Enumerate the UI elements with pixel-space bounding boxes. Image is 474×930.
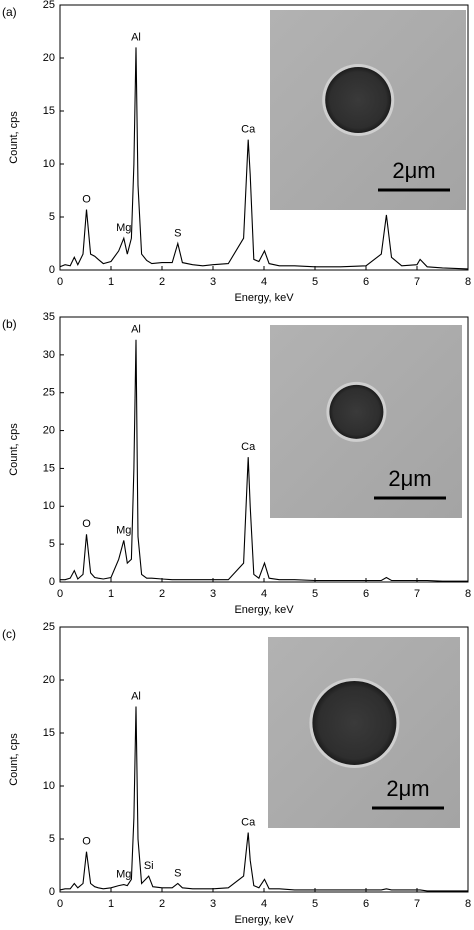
- chart-panel: 2μm 0 5 10 15 20 25 0 1 2 3 4 5 6 7 8 Energy, keV Count, …: [2, 0, 471, 304]
- y-tick-label: 0: [49, 886, 55, 898]
- panel-label: (b): [2, 317, 17, 331]
- y-tick-label: 35: [43, 311, 55, 323]
- peak-label: Si: [144, 860, 154, 872]
- x-tick-label: 3: [210, 898, 216, 910]
- scale-bar-label: 2μm: [388, 466, 431, 491]
- peak-label: S: [174, 227, 181, 239]
- x-tick-label: 7: [414, 898, 420, 910]
- peak-label: Mg: [116, 524, 131, 536]
- x-tick-label: 0: [57, 588, 63, 600]
- y-tick-label: 0: [49, 264, 55, 276]
- x-tick-label: 1: [108, 588, 114, 600]
- spectrum-line: [59, 47, 469, 270]
- chart-panel: 2μm 0 5 10 15 20 25 0 1 2 3 4 5 6 7 8 Energy, keV Count, …: [2, 621, 471, 926]
- peak-label: S: [174, 867, 181, 879]
- x-tick-label: 8: [465, 276, 471, 288]
- y-tick-label: 25: [43, 387, 55, 399]
- peak-label: Al: [131, 31, 141, 43]
- x-tick-label: 4: [261, 276, 267, 288]
- y-tick-label: 15: [43, 462, 55, 474]
- pore: [325, 67, 392, 133]
- y-axis-label: Count, cps: [8, 423, 20, 476]
- x-tick-label: 0: [57, 276, 63, 288]
- panel-label: (a): [2, 5, 17, 19]
- x-axis-label: Energy, keV: [234, 292, 294, 304]
- x-tick-label: 2: [159, 276, 165, 288]
- peak-label: Ca: [241, 817, 256, 829]
- y-tick-label: 15: [43, 105, 55, 117]
- peak-label: O: [82, 836, 91, 848]
- peak-label: Ca: [241, 441, 256, 453]
- x-tick-label: 7: [414, 588, 420, 600]
- x-tick-label: 2: [159, 588, 165, 600]
- y-tick-label: 10: [43, 500, 55, 512]
- x-tick-label: 8: [465, 898, 471, 910]
- y-tick-label: 10: [43, 158, 55, 170]
- peak-label: Mg: [116, 222, 131, 234]
- peak-label: Mg: [116, 868, 131, 880]
- pore: [329, 384, 384, 439]
- x-tick-label: 8: [465, 588, 471, 600]
- y-tick-label: 20: [43, 52, 55, 64]
- x-tick-label: 1: [108, 898, 114, 910]
- x-tick-label: 6: [363, 898, 369, 910]
- y-axis-label: Count, cps: [8, 733, 20, 786]
- peak-label: Al: [131, 690, 141, 702]
- peak-label: O: [82, 193, 91, 205]
- peak-label: Al: [131, 324, 141, 336]
- y-tick-label: 5: [49, 538, 55, 550]
- y-tick-label: 30: [43, 349, 55, 361]
- x-tick-label: 6: [363, 588, 369, 600]
- y-tick-label: 0: [49, 576, 55, 588]
- y-tick-label: 10: [43, 780, 55, 792]
- chart-panel: 2μm 0 5 10 15 20 25 30 35 0 1 2 3 4 5 6 7 8 Energy, keV Cou…: [2, 311, 471, 616]
- spectrum-line: [60, 339, 468, 582]
- y-tick-label: 5: [49, 833, 55, 845]
- spectrum-line: [59, 706, 468, 892]
- y-tick-label: 25: [43, 621, 55, 633]
- x-axis-label: Energy, keV: [234, 604, 294, 616]
- x-tick-label: 1: [108, 276, 114, 288]
- x-tick-label: 4: [261, 898, 267, 910]
- x-axis-label: Energy, keV: [234, 914, 294, 926]
- pore: [312, 680, 397, 765]
- x-tick-label: 5: [312, 898, 318, 910]
- x-tick-label: 0: [57, 898, 63, 910]
- x-tick-label: 5: [312, 588, 318, 600]
- x-tick-label: 7: [414, 276, 420, 288]
- peak-label: O: [82, 518, 91, 530]
- y-tick-label: 20: [43, 424, 55, 436]
- y-tick-label: 20: [43, 674, 55, 686]
- x-tick-label: 5: [312, 276, 318, 288]
- y-tick-label: 25: [43, 0, 55, 11]
- y-tick-label: 15: [43, 727, 55, 739]
- y-tick-label: 5: [49, 211, 55, 223]
- scale-bar-label: 2μm: [392, 158, 435, 183]
- x-tick-label: 6: [363, 276, 369, 288]
- peak-label: Ca: [241, 124, 256, 136]
- y-axis-label: Count, cps: [8, 111, 20, 164]
- x-tick-label: 2: [159, 898, 165, 910]
- x-tick-label: 3: [210, 588, 216, 600]
- x-tick-label: 4: [261, 588, 267, 600]
- x-tick-label: 3: [210, 276, 216, 288]
- panel-label: (c): [2, 627, 16, 641]
- scale-bar-label: 2μm: [386, 776, 429, 801]
